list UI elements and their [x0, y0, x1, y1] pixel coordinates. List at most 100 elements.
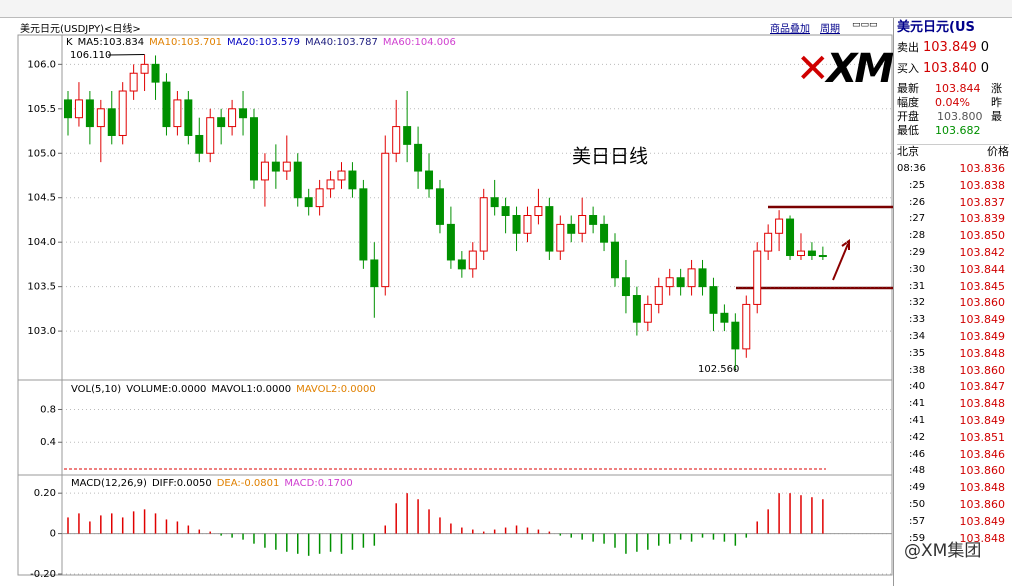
- macd-header: MACD(12,26,9) DIFF:0.0050 DEA:-0.0801 MACD:…: [66, 478, 353, 489]
- tick-time: :25: [909, 179, 926, 191]
- candle-body: [282, 161, 291, 172]
- tick-row: :34 103.849: [897, 329, 1005, 345]
- candle-body: [173, 99, 182, 128]
- candle-body: [260, 161, 269, 181]
- candle-body: [271, 161, 280, 172]
- window-buttons[interactable]: ▭▭▭: [852, 20, 878, 30]
- candle-body: [807, 250, 816, 257]
- candle-body: [665, 277, 674, 288]
- candle-body: [753, 250, 762, 305]
- header-item: VOLUME:0.0000: [126, 384, 207, 395]
- tick-price: 103.849: [959, 414, 1006, 427]
- tick-time: 08:36: [897, 163, 926, 174]
- candle-body: [818, 255, 827, 258]
- candle-body: [731, 321, 740, 350]
- stat-label: 开盘: [897, 110, 919, 123]
- tick-time: :40: [909, 381, 926, 393]
- overlay-button[interactable]: 商品叠加: [770, 24, 810, 35]
- logo-text: XM: [826, 46, 895, 92]
- y-tick-label: 0: [50, 529, 56, 540]
- candle-body: [184, 99, 193, 136]
- header-item: MACD(12,26,9): [71, 478, 147, 489]
- tick-time: :29: [909, 247, 926, 258]
- high-label: 106.110: [70, 50, 111, 61]
- ticks-time-header: 北京: [897, 145, 919, 158]
- candle-body: [654, 286, 663, 305]
- stat-extra: 昨: [991, 96, 1002, 109]
- y-tick-label: 103.5: [27, 282, 56, 293]
- candle-body: [151, 63, 160, 83]
- tick-row: :49 103.848: [897, 480, 1005, 496]
- ma-header: K MA5:103.834 MA10:103.701 MA20:103.579 MA40…: [66, 37, 456, 48]
- tick-row: :25 103.838: [897, 178, 1005, 194]
- tick-price: 103.838: [959, 178, 1006, 192]
- tick-price: 103.846: [959, 447, 1006, 461]
- candle-body: [501, 206, 510, 217]
- candle-body: [370, 259, 379, 288]
- candle-body: [556, 223, 565, 252]
- header-item: MAVOL2:0.0000: [296, 384, 376, 395]
- tick-price: 103.848: [959, 481, 1006, 495]
- candle-body: [632, 295, 641, 323]
- tick-price: 103.839: [959, 212, 1006, 226]
- y-tick-label: -0.20: [30, 569, 56, 580]
- candle-body: [85, 99, 94, 128]
- tick-row: :57 103.849: [897, 514, 1005, 530]
- tick-time: :49: [909, 482, 926, 494]
- tick-time: :28: [909, 230, 926, 242]
- candle-body: [578, 215, 587, 234]
- tick-price: 103.848: [959, 531, 1006, 545]
- stat-value: 103.800: [937, 110, 983, 123]
- candle-body: [709, 286, 718, 314]
- y-tick-label: 105.5: [27, 104, 56, 115]
- tick-price: 103.845: [959, 279, 1006, 293]
- tick-price: 103.836: [959, 162, 1006, 175]
- tick-row: :42 103.851: [897, 430, 1005, 446]
- candle-body: [621, 277, 630, 297]
- candle-body: [775, 218, 784, 234]
- candle-body: [567, 223, 576, 234]
- candle-body: [698, 268, 707, 288]
- header-item: VOL(5,10): [71, 384, 122, 395]
- candle-body: [523, 215, 532, 234]
- tick-row: :28 103.850: [897, 228, 1005, 244]
- tick-price: 103.850: [959, 229, 1006, 243]
- header-item: DEA:-0.0801: [216, 478, 280, 489]
- tick-time: :33: [909, 314, 926, 326]
- period-button[interactable]: 周期: [820, 24, 840, 35]
- candle-body: [195, 134, 204, 154]
- candle-body: [217, 117, 226, 128]
- stat-label: 最新: [897, 82, 919, 95]
- candle-body: [534, 206, 543, 217]
- candle-body: [348, 170, 357, 190]
- vol-header: VOL(5,10) VOLUME:0.0000 MAVOL1:0.0000 MAVOL…: [66, 384, 376, 395]
- tick-price: 103.837: [959, 195, 1006, 209]
- tick-time: :41: [909, 398, 926, 410]
- stat-extra: 涨: [991, 82, 1002, 95]
- candle-body: [64, 99, 72, 119]
- header-item: MACD:0.1700: [284, 478, 353, 489]
- header-item: MA40:103.787: [304, 37, 378, 48]
- tick-row: 08:36 103.836: [897, 161, 1005, 177]
- candle-body: [304, 197, 313, 208]
- chart: 美日日线 106.110 102.560 103.0 103.5 104.0 104.…: [17, 34, 893, 580]
- candle-body: [315, 188, 324, 208]
- stat-value: 103.844: [935, 82, 981, 95]
- candle-body: [359, 188, 368, 261]
- stat-extra: 最: [991, 110, 1002, 123]
- quote-label: 卖出: [897, 41, 919, 54]
- tick-price: 103.849: [959, 313, 1006, 327]
- candle-body: [206, 117, 215, 154]
- tick-time: :27: [909, 213, 926, 225]
- quote-label: 买入: [897, 62, 919, 75]
- y-tick-label: 0.4: [40, 437, 56, 448]
- label-connector: [734, 368, 737, 371]
- candle-body: [381, 152, 390, 288]
- trend-arrow: [832, 239, 850, 281]
- ticks-price-header: 价格: [987, 145, 1009, 158]
- y-tick-label: 104.0: [27, 237, 56, 248]
- k-label: K: [66, 37, 73, 48]
- candle-body: [326, 179, 335, 190]
- tick-time: :50: [909, 499, 926, 510]
- stat-label: 最低: [897, 124, 919, 137]
